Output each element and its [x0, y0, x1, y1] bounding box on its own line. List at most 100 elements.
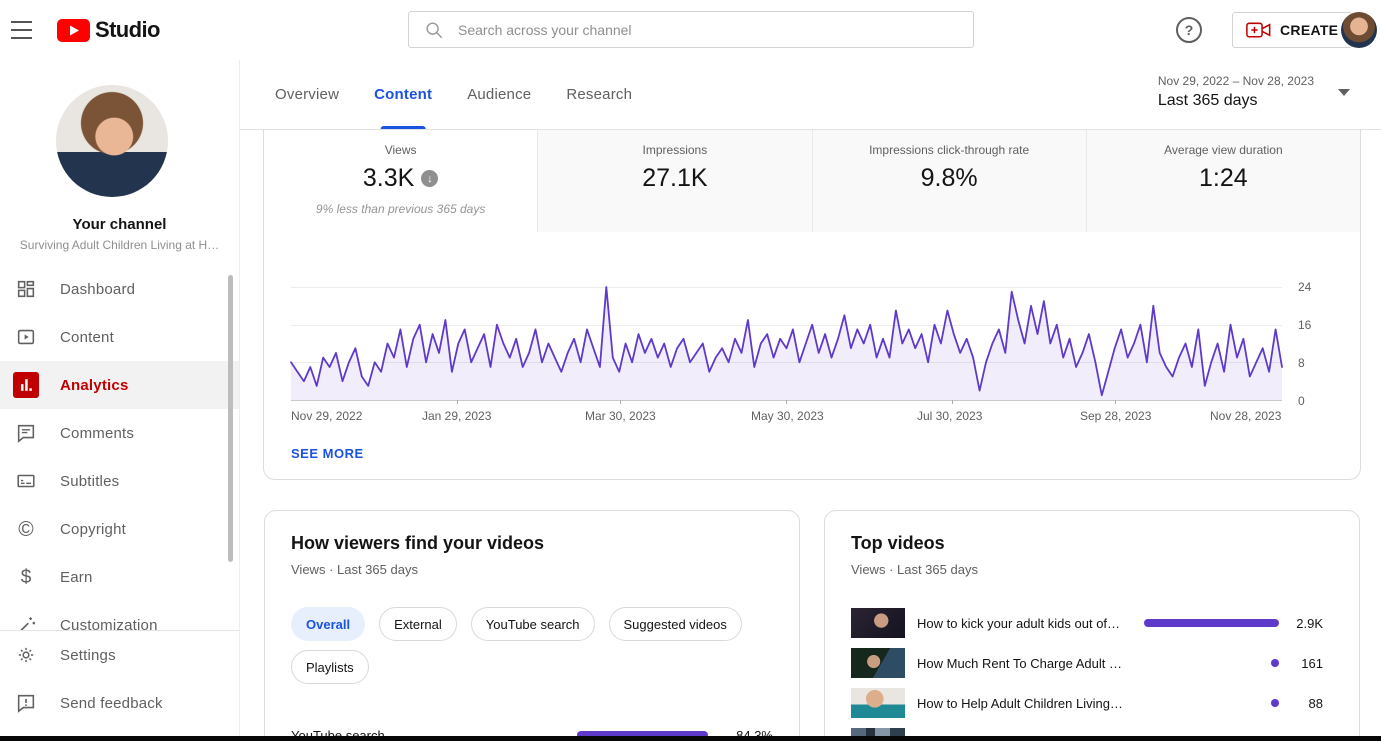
sidebar-divider — [0, 630, 239, 631]
sidebar-scrollbar[interactable] — [228, 275, 233, 562]
views-line-chart[interactable] — [290, 286, 1283, 403]
video-bar-track — [1144, 619, 1279, 627]
sidebar-item-label: Copyright — [60, 520, 126, 538]
date-range-picker[interactable]: Nov 29, 2022 – Nov 28, 2023 Last 365 day… — [1158, 74, 1350, 110]
comments-icon — [13, 420, 39, 446]
video-title: How to Help Adult Children Living… — [917, 695, 1123, 711]
subtitles-icon — [13, 468, 39, 494]
create-button[interactable]: CREATE — [1232, 12, 1353, 48]
traffic-bar — [576, 731, 708, 739]
sidebar-item-label: Content — [60, 328, 114, 346]
tab-content[interactable]: Content — [372, 60, 434, 129]
analytics-overview-card: Views 3.3K ↓ 9% less than previous 365 d… — [263, 130, 1361, 480]
video-plus-icon — [1246, 22, 1271, 38]
sidebar-item-analytics[interactable]: Analytics — [0, 361, 239, 409]
top-video-row[interactable]: How Much Rent To Charge Adult … 161 — [825, 643, 1359, 683]
sidebar-item-send-feedback[interactable]: Send feedback — [0, 679, 239, 727]
card-subtitle: Views · Last 365 days — [851, 562, 978, 577]
top-video-row[interactable]: How to Help Adult Children Living… 88 — [825, 683, 1359, 723]
video-bar-track — [1144, 699, 1279, 707]
sidebar-footer-menu: Settings Send feedback — [0, 631, 239, 727]
sidebar-item-label: Comments — [60, 424, 135, 442]
x-axis-tickmark — [1115, 400, 1116, 404]
sidebar-item-copyright[interactable]: © Copyright — [0, 505, 239, 553]
sidebar-item-settings[interactable]: Settings — [0, 631, 239, 679]
chip-suggested-videos[interactable]: Suggested videos — [608, 607, 742, 641]
video-views-bar — [1144, 619, 1279, 627]
video-views-value: 88 — [1308, 695, 1323, 711]
metric-note: 9% less than previous 365 days — [315, 202, 486, 216]
youtube-studio-logo[interactable]: Studio — [57, 17, 160, 43]
search-input[interactable] — [458, 21, 973, 38]
sidebar-item-label: Dashboard — [60, 280, 136, 298]
create-button-label: CREATE — [1280, 22, 1339, 38]
video-title: How Much Rent To Charge Adult … — [917, 655, 1122, 671]
search-icon — [426, 21, 443, 38]
youtube-play-icon — [57, 18, 90, 42]
metric-card-avg-duration[interactable]: Average view duration 1:24 — [1085, 130, 1360, 232]
metric-card-ctr[interactable]: Impressions click-through rate 9.8% — [811, 130, 1086, 232]
top-video-row[interactable]: How to kick your adult kids out of… 2.9K — [825, 603, 1359, 643]
sidebar-item-content[interactable]: Content — [0, 313, 239, 361]
video-thumbnail — [851, 648, 905, 678]
tab-overview[interactable]: Overview — [273, 60, 341, 129]
tab-label: Content — [374, 86, 433, 103]
channel-search-bar[interactable] — [408, 11, 974, 48]
chip-playlists[interactable]: Playlists — [291, 650, 369, 684]
x-axis-tickmark — [786, 400, 787, 404]
sidebar-item-label: Send feedback — [60, 694, 163, 712]
metric-card-impressions[interactable]: Impressions 27.1K — [537, 130, 812, 232]
sidebar-item-subtitles[interactable]: Subtitles — [0, 457, 239, 505]
video-views-value: 161 — [1301, 655, 1323, 671]
see-more-link[interactable]: SEE MORE — [291, 446, 364, 461]
dashboard-icon — [13, 276, 39, 302]
x-axis-tickmark — [457, 400, 458, 404]
bottom-screen-strip — [0, 736, 1381, 741]
x-axis-tickmark — [952, 400, 953, 404]
video-title: How to kick your adult kids out of… — [917, 615, 1121, 631]
chart-gridline — [291, 325, 1282, 326]
chart-gridline — [291, 362, 1282, 363]
account-avatar[interactable] — [1341, 12, 1377, 48]
metric-value: 9.8% — [920, 164, 978, 192]
date-range-text: Nov 29, 2022 – Nov 28, 2023 — [1157, 74, 1314, 88]
y-axis-tick: 8 — [1298, 356, 1305, 370]
video-bar-track — [1144, 659, 1279, 667]
copyright-icon: © — [18, 517, 34, 541]
tab-label: Overview — [275, 86, 340, 103]
sidebar-item-label: Analytics — [60, 376, 129, 394]
channel-name: Your channel — [72, 216, 167, 233]
traffic-bar-track — [576, 731, 725, 739]
tab-audience[interactable]: Audience — [465, 60, 533, 129]
help-icon[interactable]: ? — [1176, 17, 1202, 43]
chip-external[interactable]: External — [379, 607, 457, 641]
sidebar-menu: Dashboard Content Analytics Comments — [0, 265, 239, 630]
brand-text: Studio — [95, 17, 160, 42]
sidebar-item-earn[interactable]: $ Earn — [0, 553, 239, 601]
channel-avatar[interactable] — [56, 85, 168, 197]
video-views-value: 2.9K — [1296, 615, 1323, 631]
x-axis-tick: May 30, 2023 — [751, 409, 824, 423]
sidebar-item-comments[interactable]: Comments — [0, 409, 239, 457]
sidebar-item-customization[interactable]: Customization — [0, 601, 239, 630]
chip-overall[interactable]: Overall — [291, 607, 366, 641]
gear-icon — [13, 642, 39, 668]
tab-research[interactable]: Research — [564, 60, 634, 129]
metric-card-views[interactable]: Views 3.3K ↓ 9% less than previous 365 d… — [264, 130, 538, 232]
x-axis-tickmark — [620, 400, 621, 404]
metric-value: 1:24 — [1199, 164, 1248, 192]
card-subtitle: Views · Last 365 days — [291, 562, 418, 577]
hamburger-menu-icon[interactable] — [11, 21, 35, 39]
metric-label: Impressions click-through rate — [869, 143, 1030, 157]
sidebar: Your channel Surviving Adult Children Li… — [0, 60, 240, 741]
sidebar-item-dashboard[interactable]: Dashboard — [0, 265, 239, 313]
tab-underline — [380, 126, 426, 129]
chip-youtube-search[interactable]: YouTube search — [470, 607, 595, 641]
main-content: Overview Content Audience Research Nov 2… — [240, 60, 1381, 741]
tab-label: Audience — [467, 86, 532, 103]
video-views-bar — [1271, 699, 1279, 707]
video-views-bar — [1271, 659, 1279, 667]
sidebar-item-label: Settings — [60, 646, 116, 664]
x-axis-tick: Jan 29, 2023 — [422, 409, 492, 423]
